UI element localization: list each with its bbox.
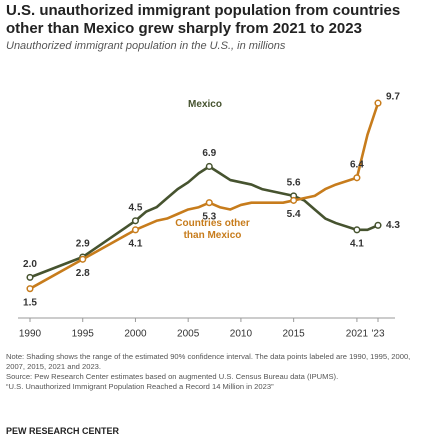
series-label: Countries other than Mexico [175, 218, 250, 241]
line [29, 165, 379, 279]
point [353, 174, 361, 182]
x-tick-label: 2005 [177, 329, 200, 340]
data-label: 6.4 [350, 159, 364, 170]
note: Note: Shading shows the range of the est… [6, 352, 411, 371]
x-tick-label: 1995 [72, 329, 95, 340]
x-tick-label: 2021 [346, 329, 369, 340]
point [131, 226, 140, 234]
data-label: 6.9 [202, 148, 216, 159]
data-label: 2.9 [76, 239, 90, 250]
x-tick-label: '23 [371, 329, 384, 340]
source-title: “U.S. Unauthorized Immigrant Population … [6, 382, 274, 391]
data-label: 4.5 [129, 202, 143, 213]
point [26, 273, 34, 281]
line [29, 102, 380, 290]
data-label: 5.4 [287, 209, 301, 220]
data-label: 4.3 [386, 220, 400, 231]
data-label: 5.6 [287, 178, 301, 189]
point [353, 226, 361, 234]
point [374, 221, 382, 229]
data-label: 4.1 [129, 238, 143, 249]
point [290, 196, 298, 204]
point [131, 217, 140, 225]
chart-title: U.S. unauthorized immigrant population f… [6, 2, 401, 37]
data-label: 2.8 [76, 268, 90, 279]
source: Source: Pew Research Center estimates ba… [6, 372, 339, 381]
series-label: Mexico [188, 99, 222, 110]
point [205, 199, 213, 207]
x-tick-label: 2010 [230, 329, 253, 340]
data-label: 5.3 [202, 211, 216, 222]
data-label: 2.0 [23, 259, 37, 270]
point [205, 162, 213, 171]
point [79, 255, 87, 263]
point [26, 285, 34, 293]
data-label: 1.5 [23, 297, 37, 308]
chart-subtitle: Unauthorized immigrant population in the… [6, 40, 286, 52]
notes: Note: Shading shows the range of the est… [6, 352, 411, 392]
x-tick-label: 2000 [124, 329, 147, 340]
data-label: 4.1 [350, 238, 364, 249]
point [374, 99, 382, 107]
x-tick-label: 1990 [19, 329, 42, 340]
data-label: 9.7 [386, 92, 400, 103]
chart: 1990 1995 2000 2005 2010 2015 2021'23 2.0 2.9 4.5… [18, 92, 400, 340]
x-tick-label: 2015 [283, 329, 306, 340]
footer: PEW RESEARCH CENTER [6, 426, 120, 436]
